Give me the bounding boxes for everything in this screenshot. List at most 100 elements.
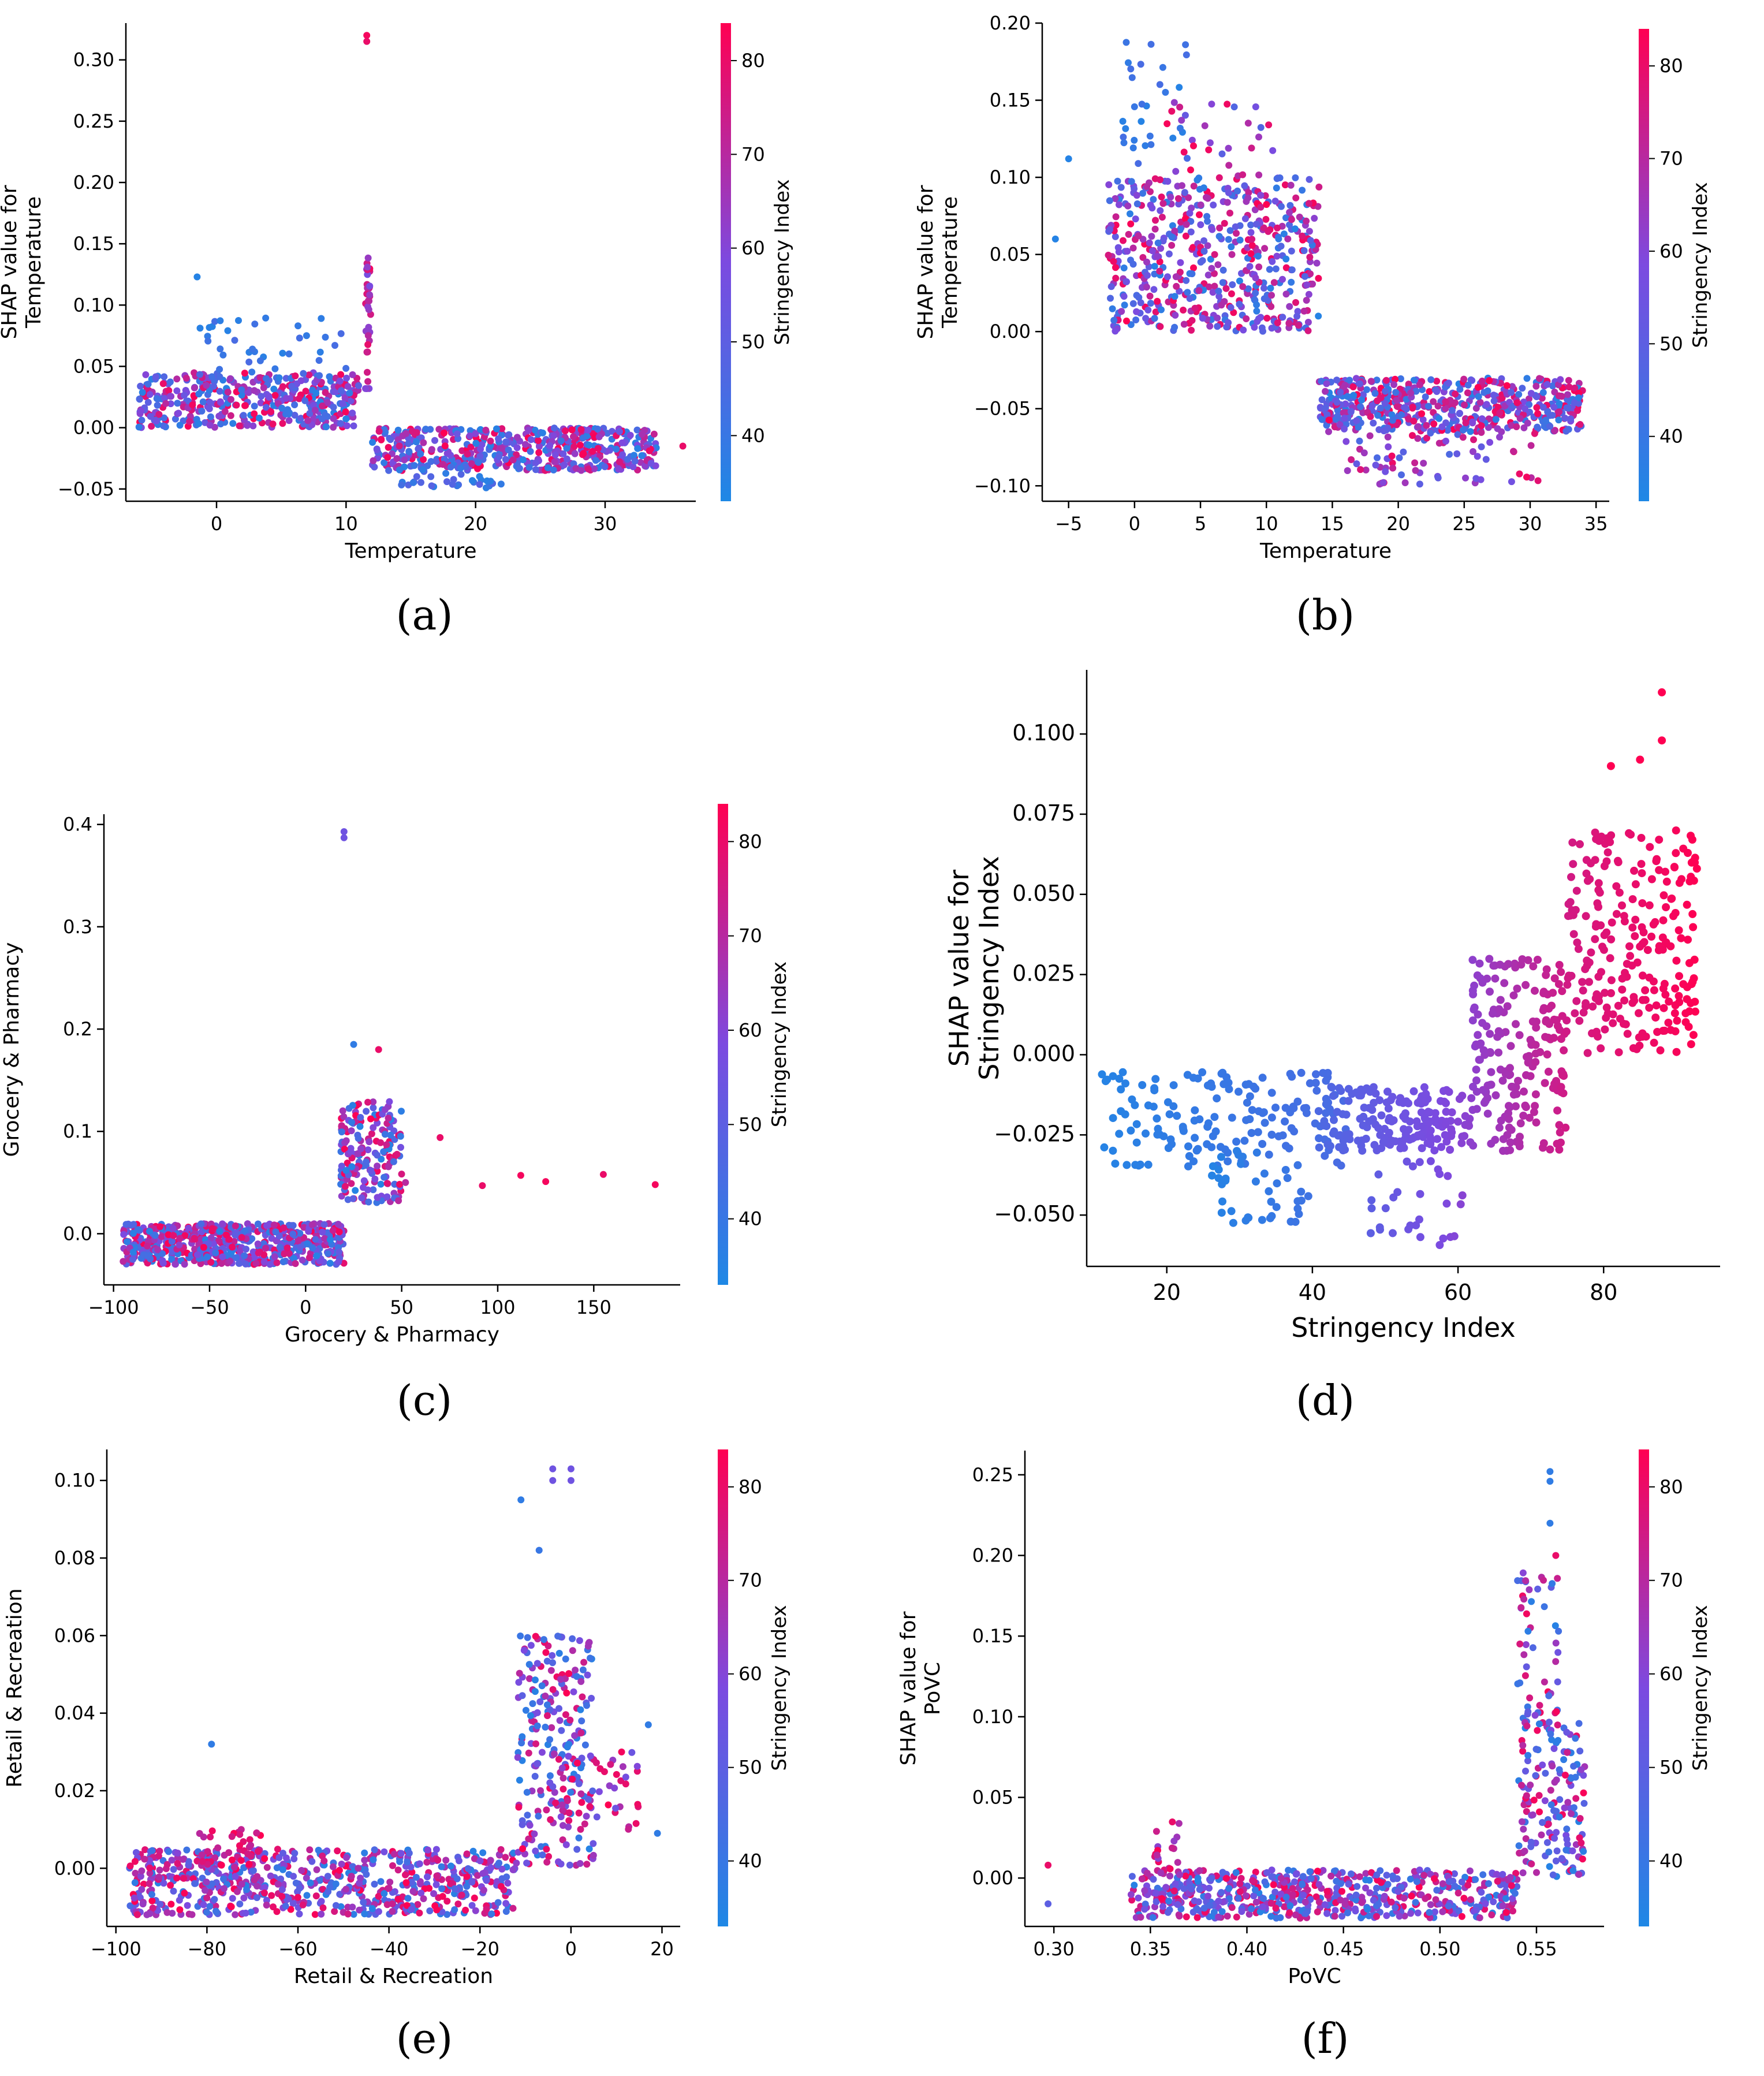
scatter-point [198,1851,206,1859]
scatter-point [1098,1070,1106,1079]
scatter-point [163,1909,171,1916]
scatter-point [468,1879,476,1886]
scatter-point [1112,195,1119,202]
scatter-point [439,461,447,468]
scatter-point [1176,103,1184,111]
scatter-point [1626,952,1635,960]
scatter-point [176,1241,183,1248]
scatter-point [402,1179,409,1186]
scatter-point [1229,1218,1237,1227]
scatter-point [275,374,283,382]
scatter-point [1554,381,1562,389]
scatter-point [395,1197,402,1205]
scatter-point [282,1902,289,1910]
scatter-point [1340,409,1347,416]
scatter-point [432,1881,440,1888]
scatter-point [1475,1041,1483,1049]
scatter-point [228,1833,236,1840]
scatter-point [1476,398,1484,406]
scatter-point [1172,311,1179,319]
scatter-point [1120,133,1127,141]
scatter-point [416,1860,423,1868]
scatter-point [1132,1120,1141,1128]
scatter-point [196,325,204,332]
scatter-point [651,1181,659,1188]
scatter-point [513,444,521,452]
scatter-point [139,1900,147,1908]
scatter-point [1112,327,1119,335]
scatter-point [226,1257,234,1265]
scatter-point [1359,1121,1367,1130]
scatter-point [1196,211,1203,218]
scatter-point [1288,278,1295,286]
scatter-point [1557,1067,1566,1076]
scatter-point [1255,172,1263,178]
scatter-point [1235,1087,1243,1096]
scatter-point [1307,237,1314,244]
scatter-point [241,370,248,377]
scatter-point [1533,404,1541,411]
scatter-point [1468,956,1477,964]
scatter-point [255,415,263,422]
scatter-point [284,1244,291,1252]
scatter-point [1101,1077,1110,1086]
scatter-point [1135,160,1142,167]
scatter-point [458,1891,465,1899]
scatter-point [505,446,512,454]
scatter-point [1482,456,1490,463]
scatter-point [1675,998,1684,1007]
scatter-point [447,1862,454,1870]
scatter-point [1531,430,1538,437]
scatter-point [616,458,623,465]
scatter-point [1442,437,1449,445]
scatter-point [1260,1119,1269,1127]
scatter-point [1631,932,1639,941]
scatter-point [218,1259,225,1267]
scatter-point [1478,377,1486,385]
scatter-point [1625,942,1634,951]
scatter-point [1574,407,1582,414]
colorbar-tick-label: 40 [1659,426,1683,448]
scatter-point [1164,178,1172,185]
scatter-point [374,1168,381,1175]
scatter-point [316,1877,324,1884]
scatter-point [330,415,337,422]
scatter-point [361,1857,368,1864]
scatter-point [1442,1099,1450,1108]
scatter-point [1370,419,1377,427]
scatter-point [1293,1197,1302,1206]
scatter-point [471,1894,478,1902]
scatter-point [647,460,655,467]
scatter-point [1496,433,1503,441]
scatter-point [366,282,374,290]
scatter-point [1120,139,1128,147]
scatter-point [300,1224,308,1231]
scatter-point [1513,423,1520,430]
scatter-point [1400,1143,1408,1152]
scatter-point [535,437,542,444]
x-tick-label: 80 [1590,1280,1617,1305]
scatter-point [498,445,505,452]
scatter-point [1124,248,1131,255]
scatter-point [1374,1124,1383,1132]
scatter-point [1385,1128,1393,1137]
scatter-point [305,1254,313,1261]
scatter-point [205,1240,212,1247]
scatter-point [1261,245,1269,252]
scatter-point [562,427,569,434]
scatter-point [1690,856,1698,864]
scatter-point [324,1873,331,1880]
scatter-point [146,1869,154,1877]
scatter-point [1214,323,1221,330]
scatter-point [273,1259,281,1266]
scatter-point [1158,214,1166,221]
scatter-point [1384,1104,1393,1113]
scatter-point [363,348,371,356]
scatter-point [123,1238,130,1246]
scatter-point [1315,183,1323,191]
scatter-point [1366,432,1374,439]
scatter-point [146,391,154,398]
scatter-point [1431,1109,1439,1117]
scatter-point [532,459,539,467]
